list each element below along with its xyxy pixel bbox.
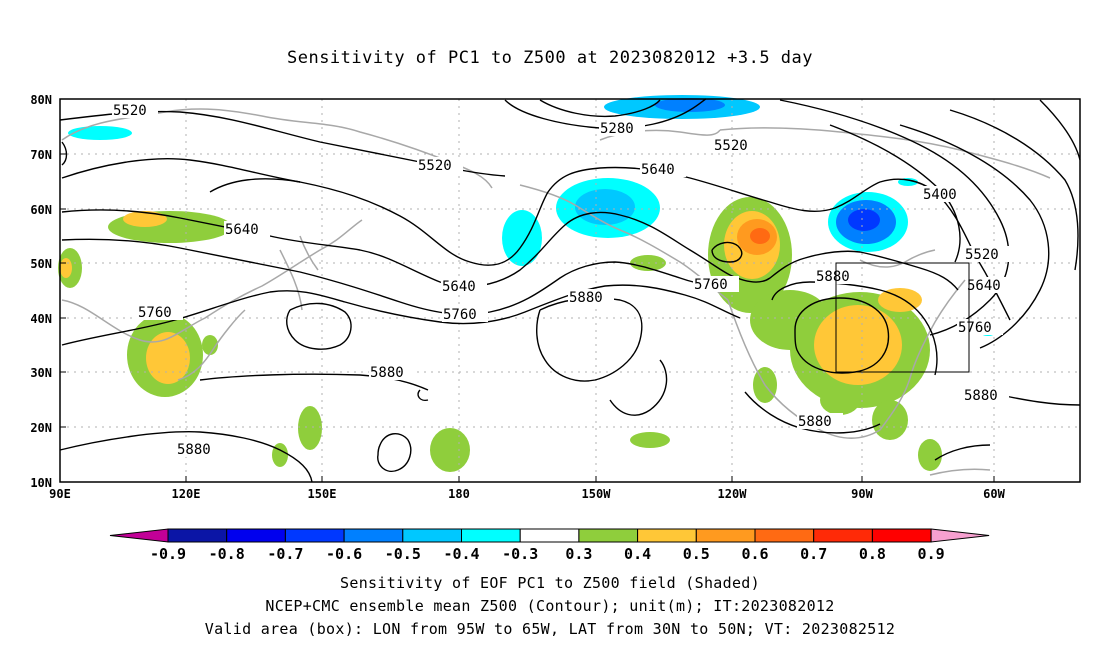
- colorbar-swatch: [813, 528, 873, 543]
- colorbar-label: -0.4: [443, 545, 479, 563]
- colorbar-swatch: [519, 528, 580, 543]
- contour-label-5880: 5880: [798, 414, 832, 430]
- contour-label-5640: 5640: [442, 279, 476, 295]
- lon-label: 150W: [582, 487, 612, 501]
- colorbar-swatch: [167, 528, 228, 543]
- contour-label-5760: 5760: [443, 307, 477, 323]
- contour-label-5280: 5280: [600, 121, 634, 137]
- lat-label: 60N: [30, 203, 52, 217]
- colorbar-label: 0.7: [800, 545, 827, 563]
- contour-label-5880: 5880: [370, 365, 404, 381]
- lat-label: 80N: [30, 93, 52, 107]
- colorbar-label: -0.3: [502, 545, 538, 563]
- contour-label-5640: 5640: [967, 278, 1001, 294]
- lat-label: 50N: [30, 257, 52, 271]
- contour-label-5640: 5640: [641, 162, 675, 178]
- colorbar-label: 0.9: [918, 545, 945, 563]
- lon-label: 120W: [718, 487, 748, 501]
- contour-label-5520: 5520: [965, 247, 999, 263]
- colorbar-label: 0.6: [741, 545, 768, 563]
- colorbar-swatch: [578, 528, 639, 543]
- contour-label-5400: 5400: [923, 187, 957, 203]
- contour-label-5880: 5880: [964, 388, 998, 404]
- colorbar-label: -0.6: [326, 545, 362, 563]
- colorbar-label: 0.8: [859, 545, 886, 563]
- colorbar-label: 0.4: [624, 545, 651, 563]
- colorbar-arrow-high: [930, 528, 990, 543]
- graticule: [60, 99, 1080, 482]
- contour-label-5880: 5880: [569, 290, 603, 306]
- colorbar-label: -0.7: [267, 545, 303, 563]
- contour-label-5760: 5760: [958, 320, 992, 336]
- contour-label-5640: 5640: [225, 222, 259, 238]
- colorbar-swatch: [461, 528, 521, 543]
- lon-label: 180: [448, 487, 470, 501]
- contour-label-5880: 5880: [177, 442, 211, 458]
- colorbar-label: -0.9: [150, 545, 186, 563]
- contour-label-5880: 5880: [816, 269, 850, 285]
- colorbar-label: -0.5: [385, 545, 421, 563]
- contour-label-5520: 5520: [113, 103, 147, 119]
- contour-label-5760: 5760: [138, 305, 172, 321]
- contour-labels: 5520 5520 5520 5520 5280 5400 5640 5640 …: [112, 102, 1012, 458]
- lat-label: 40N: [30, 312, 52, 326]
- ticks: [60, 98, 995, 483]
- map-frame: [59, 98, 1081, 483]
- colorbar-swatch: [402, 528, 462, 543]
- longitude-labels: 90E 120E 150E 180 150W 120W 90W 60W: [49, 487, 1005, 501]
- colorbar: -0.9 -0.8 -0.7 -0.6 -0.5 -0.4 -0.3 0.3 0.4 0.5 0.6…: [109, 528, 990, 563]
- contour-label-5520: 5520: [418, 158, 452, 174]
- lon-label: 60W: [983, 487, 1005, 501]
- valid-area-box: [835, 262, 970, 373]
- lat-label: 20N: [30, 421, 52, 435]
- contour-label-5520: 5520: [714, 138, 748, 154]
- colorbar-label: -0.8: [209, 545, 245, 563]
- lat-label: 70N: [30, 148, 52, 162]
- colorbar-swatch: [226, 528, 286, 543]
- colorbar-swatch: [871, 528, 932, 543]
- latitude-labels: 80N 70N 60N 50N 40N 30N 20N 10N: [30, 93, 52, 490]
- colorbar-arrow-low: [109, 528, 169, 543]
- footer-line-1: Sensitivity of EOF PC1 to Z500 field (Sh…: [340, 574, 760, 592]
- lon-label: 150E: [308, 487, 337, 501]
- colorbar-swatch: [284, 528, 345, 543]
- colorbar-label: 0.5: [683, 545, 710, 563]
- chart-title: Sensitivity of PC1 to Z500 at 2023082012…: [286, 48, 813, 68]
- lat-label: 10N: [30, 476, 52, 490]
- footer-line-2: NCEP+CMC ensemble mean Z500 (Contour); u…: [265, 597, 835, 615]
- lon-label: 90W: [851, 487, 873, 501]
- lon-label: 120E: [172, 487, 201, 501]
- lat-label: 30N: [30, 366, 52, 380]
- footer-line-3: Valid area (box): LON from 95W to 65W, L…: [204, 620, 896, 638]
- colorbar-swatch: [754, 528, 815, 543]
- colorbar-swatch: [343, 528, 404, 543]
- lon-label: 90E: [49, 487, 71, 501]
- colorbar-swatch: [637, 528, 697, 543]
- contour-label-5760: 5760: [694, 277, 728, 293]
- colorbar-swatch: [695, 528, 756, 543]
- colorbar-label: 0.3: [565, 545, 592, 563]
